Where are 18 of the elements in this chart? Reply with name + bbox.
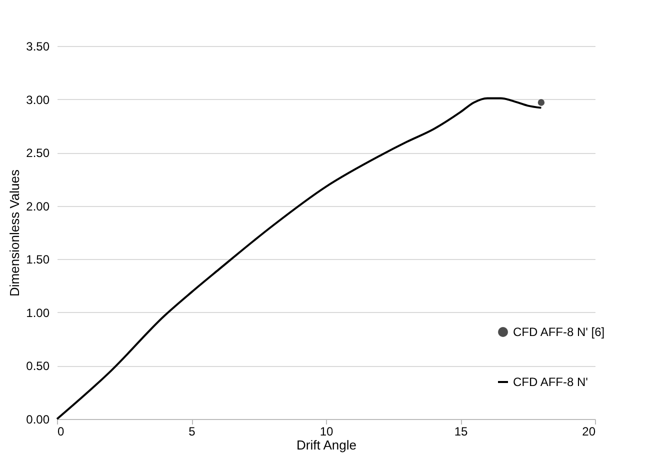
legend-label: CFD AFF-8 N' [513, 375, 588, 389]
line-series [56, 97, 542, 420]
y-tick-label: 1.00 [26, 306, 50, 320]
x-tick-label: 5 [188, 424, 196, 438]
y-tick-label: 2.50 [26, 146, 50, 160]
y-tick-label: 1.50 [26, 252, 50, 267]
x-tick-label: 15 [454, 424, 468, 438]
y-tick-label: 0.50 [26, 359, 50, 374]
y-tick-label: 2.00 [26, 199, 50, 214]
x-axis-title: Drift Angle [296, 438, 356, 452]
y-tick-label: 3.00 [26, 92, 50, 107]
y-axis-title: Dimensionless Values [7, 169, 22, 296]
legend-label: CFD AFF-8 N' [6] [513, 325, 605, 339]
x-tick-label: 0 [58, 424, 64, 438]
y-tick-label: 3.50 [26, 40, 50, 54]
x-tick-label: 10 [320, 424, 334, 438]
y-tick-label: 0.00 [26, 412, 50, 426]
x-tick-label: 20 [582, 424, 596, 438]
